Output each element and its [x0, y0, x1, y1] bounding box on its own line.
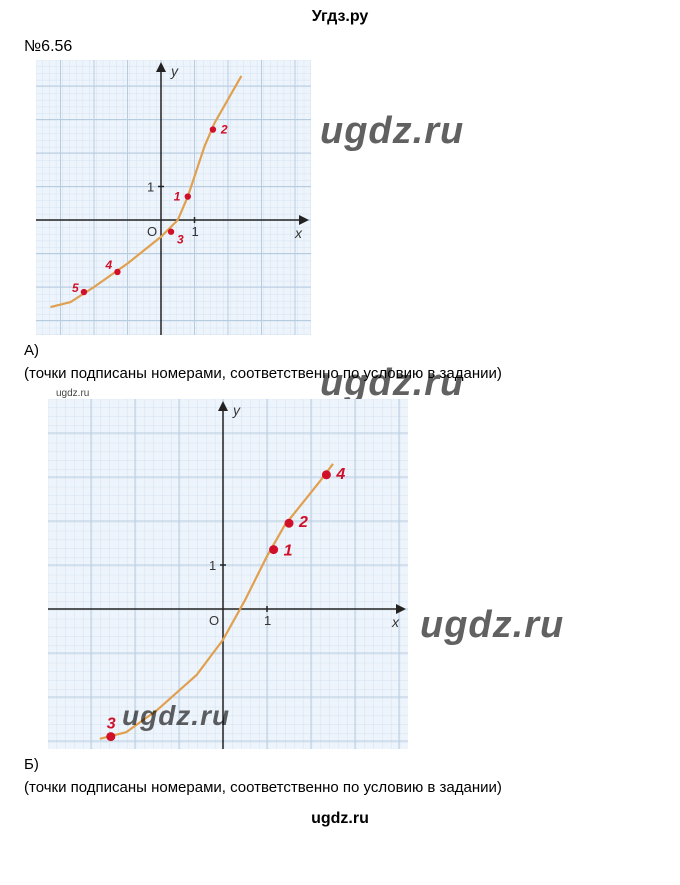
svg-text:1: 1 [192, 224, 199, 239]
svg-text:O: O [209, 613, 219, 628]
chart-b: O11xy1234 [48, 399, 408, 749]
svg-text:2: 2 [220, 123, 228, 137]
watermark-3: ugdz.ru [420, 604, 564, 647]
watermark-1: ugdz.ru [320, 110, 464, 153]
svg-text:4: 4 [335, 466, 345, 483]
site-header: Угдз.ру [0, 0, 680, 34]
svg-text:3: 3 [107, 716, 116, 733]
chart-a: O 1 1 x y 1 2 3 4 5 [36, 60, 311, 335]
svg-text:x: x [391, 614, 400, 630]
part-a-label: А) [0, 340, 680, 359]
svg-text:1: 1 [147, 180, 154, 195]
part-b-caption: (точки подписаны номерами, соответственн… [0, 773, 680, 802]
svg-text:1: 1 [264, 613, 271, 628]
problem-number: №6.56 [0, 34, 680, 60]
chart-a-container: O 1 1 x y 1 2 3 4 5 [36, 60, 311, 335]
svg-text:4: 4 [104, 258, 112, 272]
svg-text:O: O [147, 224, 157, 239]
part-b-label: Б) [0, 754, 680, 773]
part-a-caption: (точки подписаны номерами, соответственн… [0, 359, 680, 388]
svg-text:x: x [294, 225, 303, 241]
svg-text:5: 5 [72, 281, 79, 295]
chart-b-container: O11xy1234 [48, 399, 408, 749]
svg-text:3: 3 [177, 233, 184, 247]
svg-text:1: 1 [174, 190, 181, 204]
svg-text:1: 1 [284, 543, 293, 560]
watermark-small-top: ugdz.ru [0, 388, 680, 399]
svg-text:1: 1 [209, 558, 216, 573]
svg-text:y: y [170, 63, 179, 79]
svg-text:2: 2 [298, 514, 308, 531]
svg-text:y: y [232, 402, 241, 418]
site-footer: ugdz.ru [0, 802, 680, 836]
